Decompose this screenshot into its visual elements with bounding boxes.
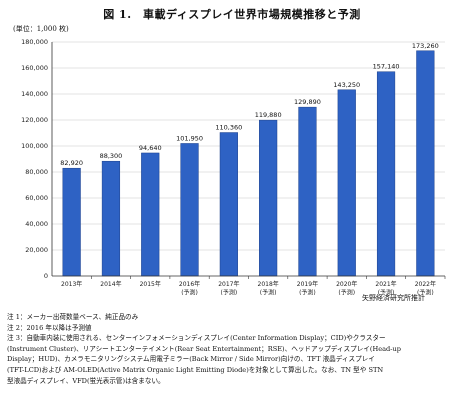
x-tick-label: 2015年 bbox=[140, 280, 161, 288]
y-tick-label: 20,000 bbox=[25, 246, 48, 254]
x-tick-label: (予測) bbox=[299, 289, 316, 297]
bar bbox=[337, 89, 356, 277]
bar bbox=[180, 143, 199, 277]
note-line: 注 2：2016 年以降は予測値 bbox=[7, 323, 92, 332]
y-tick-label: 140,000 bbox=[21, 90, 48, 98]
data-label: 110,360 bbox=[215, 124, 242, 132]
x-tick-label: 2017年 bbox=[218, 280, 239, 288]
y-axis: 0 20,000 40,000 60,000 80,000 100,000 120,000 1… bbox=[21, 38, 53, 280]
data-label: 88,300 bbox=[100, 152, 123, 160]
data-label: 94,640 bbox=[139, 144, 162, 152]
note-line: Display；HUD)、カメラモニタリングシステム用電子ミラー(Back Mi… bbox=[7, 355, 375, 364]
y-tick-label: 40,000 bbox=[25, 220, 48, 228]
bar bbox=[376, 71, 396, 277]
source-note: 矢野経済研究所推計 bbox=[362, 294, 425, 302]
data-label: 82,920 bbox=[60, 159, 83, 167]
bar bbox=[259, 119, 278, 277]
note-line: 注 3：自動車内装に使用される、センターインフォメーションディスプレイ(Cent… bbox=[7, 334, 386, 343]
note-line: 型液晶ディスプレイ、VFD(蛍光表示管)は含まない。 bbox=[7, 376, 165, 385]
y-tick-label: 160,000 bbox=[21, 64, 48, 72]
data-label: 143,250 bbox=[333, 81, 360, 89]
x-tick-label: 2021年 bbox=[375, 280, 396, 288]
x-tick-label: 2014年 bbox=[100, 280, 121, 288]
x-tick-label: (予測) bbox=[260, 289, 277, 297]
data-label: 157,140 bbox=[373, 63, 400, 71]
notes: 注 1：メーカー出荷数量ベース、純正品のみ 注 2：2016 年以降は予測値 注… bbox=[7, 312, 457, 386]
bar bbox=[62, 167, 81, 277]
y-tick-label: 180,000 bbox=[21, 38, 48, 46]
x-tick-label: (予測) bbox=[378, 289, 395, 297]
unit-label: (単位：1,000 枚) bbox=[13, 25, 69, 33]
y-tick-label: 100,000 bbox=[21, 142, 48, 150]
x-tick-label: (予測) bbox=[221, 289, 238, 297]
note-line: 注 1：メーカー出荷数量ベース、純正品のみ bbox=[7, 313, 139, 321]
chart-title: 図 1. 車載ディスプレイ世界市場規模推移と予測 bbox=[103, 8, 361, 21]
data-labels: 82,920 88,300 94,640 101,950 110,360 119,880 1… bbox=[60, 42, 439, 167]
x-tick-label: 2013年 bbox=[61, 280, 82, 288]
data-label: 101,950 bbox=[176, 134, 203, 142]
x-tick-label: (予測) bbox=[417, 289, 434, 297]
x-tick-label: 2020年 bbox=[336, 280, 357, 288]
y-tick-label: 120,000 bbox=[21, 116, 48, 124]
note-line: (TFT-LCD)および AM-OLED(Active Matrix Organ… bbox=[7, 365, 384, 374]
bar bbox=[101, 160, 121, 277]
x-tick-label: 2016年 bbox=[179, 280, 200, 288]
data-label: 129,890 bbox=[294, 98, 321, 106]
x-tick-label: 2018年 bbox=[258, 280, 279, 288]
bar bbox=[219, 132, 238, 277]
y-tick-label: 0 bbox=[44, 272, 48, 280]
x-tick-label: (予測) bbox=[181, 289, 198, 297]
data-label: 173,260 bbox=[412, 42, 439, 50]
y-tick-label: 80,000 bbox=[25, 168, 48, 176]
data-label: 119,880 bbox=[255, 111, 282, 119]
bars bbox=[62, 50, 435, 277]
x-axis: 2013年 2014年 2015年 2016年(予測)2017年(予測)2018年(予… bbox=[52, 275, 446, 297]
bar bbox=[141, 152, 160, 277]
x-tick-label: 2022年 bbox=[415, 280, 436, 288]
bar bbox=[416, 50, 435, 277]
x-tick-label: 2019年 bbox=[297, 280, 318, 288]
note-line: (Instrument Cluster)、リアシートエンターテイメント(Rear… bbox=[7, 344, 401, 353]
bar bbox=[298, 106, 317, 277]
y-tick-label: 60,000 bbox=[25, 194, 48, 202]
x-tick-label: (予測) bbox=[338, 289, 355, 297]
